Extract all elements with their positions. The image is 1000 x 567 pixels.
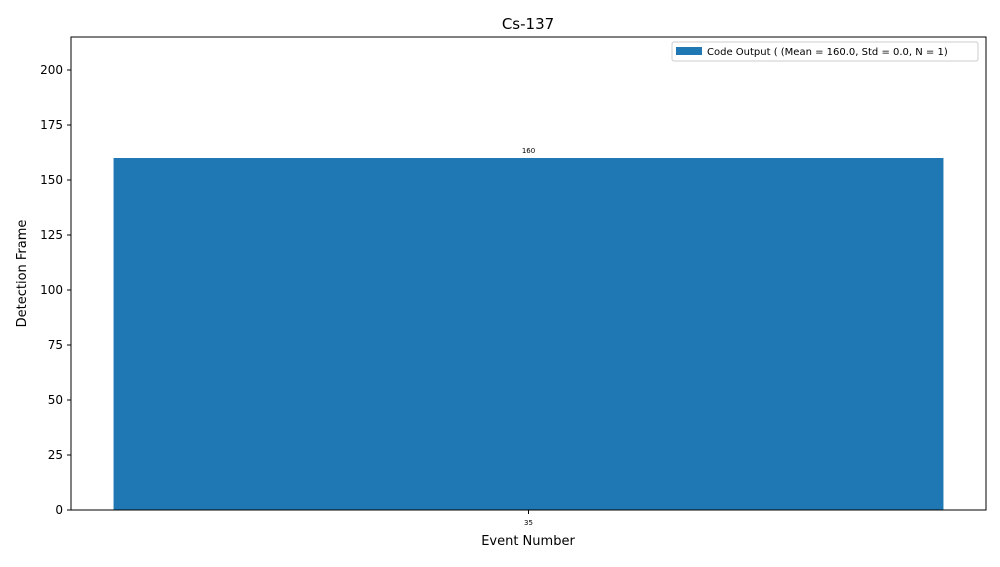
y-tick-label: 175 bbox=[40, 118, 63, 132]
y-tick-label: 0 bbox=[55, 503, 63, 517]
plot-frame bbox=[70, 36, 987, 511]
chart-title: Cs-137 bbox=[502, 15, 554, 33]
y-tick-label: 50 bbox=[48, 393, 63, 407]
x-tick-label: 35 bbox=[524, 519, 533, 527]
y-axis-label: Detection Frame bbox=[15, 220, 30, 328]
y-tick-label: 125 bbox=[40, 228, 63, 242]
legend-box bbox=[671, 41, 979, 62]
legend-swatch bbox=[676, 47, 702, 55]
y-tick-label: 200 bbox=[40, 63, 63, 77]
bar-data-label: 160 bbox=[522, 147, 535, 155]
y-tick-label: 75 bbox=[48, 338, 63, 352]
y-tick-label: 25 bbox=[48, 448, 63, 462]
y-tick-label: 150 bbox=[40, 173, 63, 187]
legend: Code Output ( (Mean = 160.0, Std = 0.0, … bbox=[671, 41, 979, 62]
bar bbox=[113, 158, 944, 510]
x-axis-label: Event Number bbox=[481, 534, 575, 549]
y-tick-label: 100 bbox=[40, 283, 63, 297]
plot-area: 0 25 50 75 100 125 150 175 200 160 35 bbox=[40, 63, 944, 527]
legend-label: Code Output ( (Mean = 160.0, Std = 0.0, … bbox=[707, 47, 948, 58]
